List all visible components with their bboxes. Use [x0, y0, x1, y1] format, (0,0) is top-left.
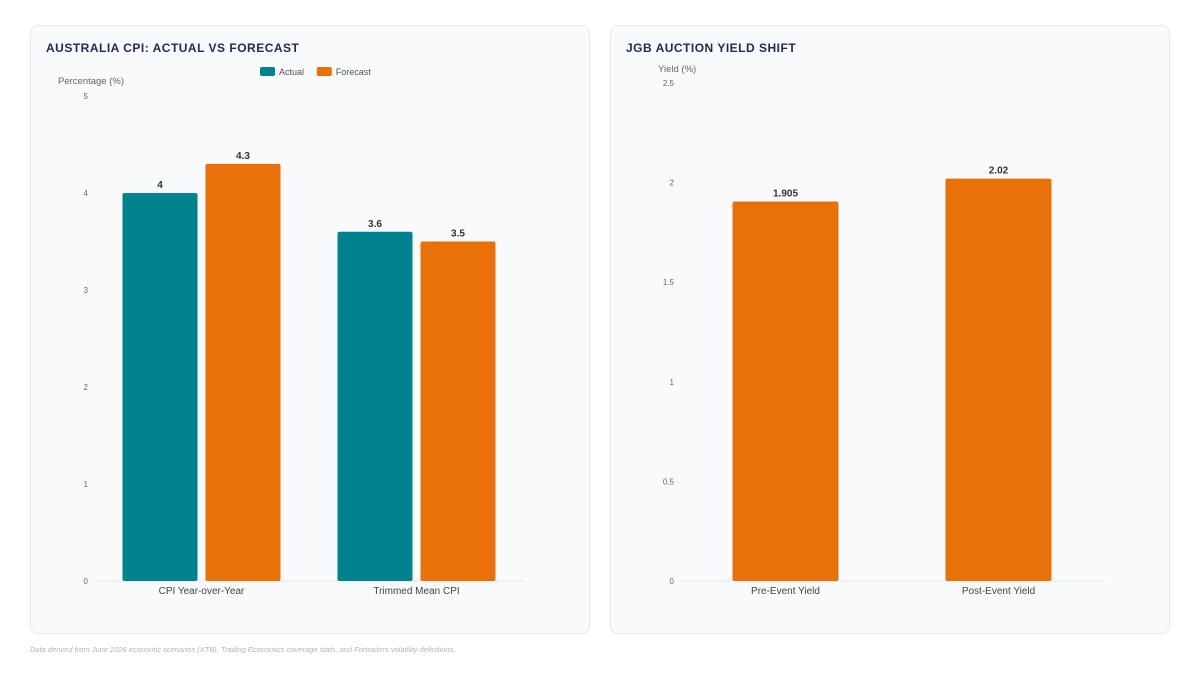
- jgb-data-label: 2.02: [989, 166, 1009, 177]
- jgb-chart-card: JGB AUCTION YIELD SHIFT Yield (%) 0 0.5 1 1.…: [610, 25, 1170, 634]
- jgb-y-tick-label: 1: [670, 378, 675, 387]
- cpi-legend-swatch: [316, 67, 332, 76]
- cpi-data-label: 4.3: [236, 151, 250, 162]
- cpi-data-label: 3.6: [368, 219, 382, 230]
- jgb-y-tick-label: 1.5: [663, 278, 675, 287]
- jgb-y-tick-label: 2: [670, 179, 675, 188]
- cpi-data-label: 4: [157, 180, 163, 191]
- footnote: Data derived from June 2026 economic sce…: [30, 645, 456, 654]
- jgb-category-label: Post-Event Yield: [962, 586, 1035, 597]
- jgb-y-tick-label: 2.5: [663, 79, 675, 88]
- cpi-data-label: 3.5: [451, 229, 465, 240]
- jgb-data-label: 1.905: [773, 189, 798, 200]
- cpi-y-tick-label: 5: [84, 92, 89, 101]
- jgb-bar: [732, 201, 839, 582]
- cpi-bar: [337, 231, 413, 582]
- jgb-y-axis-title: Yield (%): [658, 64, 696, 75]
- cpi-legend-label: Actual: [279, 67, 304, 77]
- cpi-chart-card: AUSTRALIA CPI: ACTUAL VS FORECAST Percen…: [30, 25, 590, 634]
- cpi-category-label: Trimmed Mean CPI: [373, 586, 459, 597]
- cpi-bar-chart: Percentage (%) 0 1 2 3 4 5 4 4.3 CPI Year-over-Ye…: [58, 67, 524, 597]
- cpi-bar: [122, 193, 198, 581]
- jgb-chart-title: JGB AUCTION YIELD SHIFT: [626, 41, 797, 55]
- cpi-bar: [420, 241, 496, 581]
- cpi-y-axis-title: Percentage (%): [58, 76, 124, 87]
- cpi-y-tick-label: 0: [84, 577, 89, 586]
- cpi-y-tick-label: 3: [84, 286, 89, 295]
- jgb-bar: [945, 178, 1052, 581]
- cpi-y-tick-label: 2: [84, 383, 89, 392]
- cpi-y-tick-label: 1: [84, 480, 89, 489]
- jgb-bar-chart: Yield (%) 0 0.5 1 1.5 2 2.5 1.905 Pre-Event Yiel…: [658, 64, 1105, 597]
- cpi-chart-title: AUSTRALIA CPI: ACTUAL VS FORECAST: [46, 41, 300, 55]
- cpi-legend-label: Forecast: [336, 67, 372, 77]
- jgb-y-tick-label: 0: [670, 577, 675, 586]
- cpi-legend-swatch: [260, 67, 275, 76]
- jgb-category-label: Pre-Event Yield: [751, 586, 820, 597]
- cpi-y-tick-label: 4: [84, 189, 89, 198]
- cpi-bar: [205, 163, 281, 581]
- jgb-y-tick-label: 0.5: [663, 477, 675, 486]
- cpi-category-label: CPI Year-over-Year: [159, 586, 245, 597]
